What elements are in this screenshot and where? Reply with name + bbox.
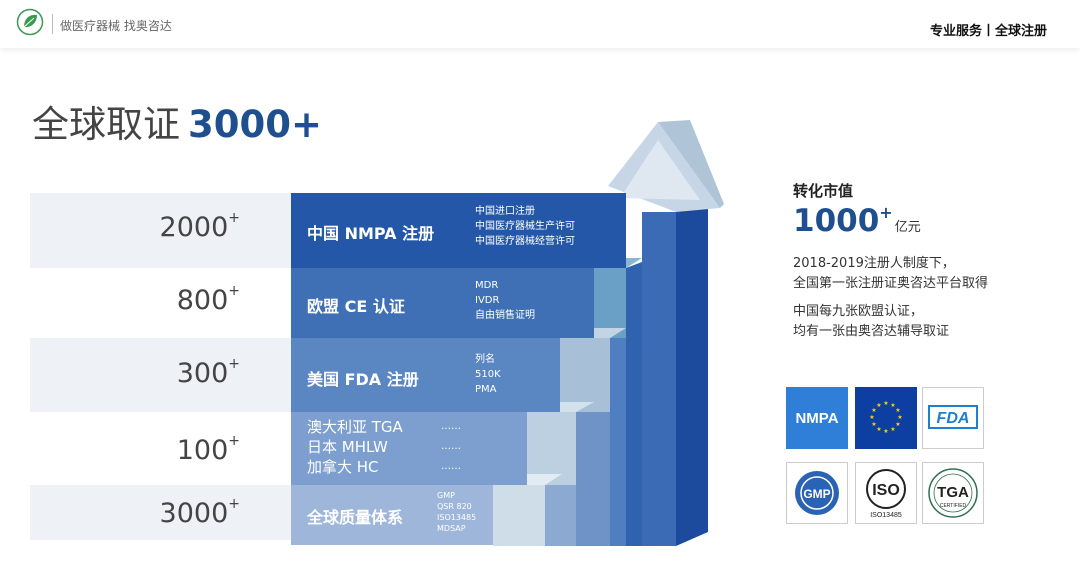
svg-text:TGA: TGA: [937, 484, 969, 501]
fda-logo-icon: FDA: [922, 387, 984, 449]
svg-text:★: ★: [895, 421, 900, 428]
count-quality: 3000+: [159, 496, 240, 529]
svg-text:★: ★: [883, 400, 888, 407]
band-others: 澳大利亚 TGA 日本 MHLW 加拿大 HC ………………: [291, 412, 527, 485]
band-ce: 欧盟 CE 认证 MDR IVDR 自由销售证明: [291, 268, 594, 338]
iso-logo-icon: ISO ISO13485: [855, 462, 917, 524]
band-nmpa: 中国 NMPA 注册 中国进口注册 中国医疗器械生产许可 中国医疗器械经营许可: [291, 193, 626, 268]
svg-text:CERTIFIED: CERTIFIED: [940, 503, 967, 509]
band-details: MDR IVDR 自由销售证明: [475, 280, 535, 321]
page-title: 全球取证 3000+: [32, 94, 322, 148]
svg-text:FDA: FDA: [937, 410, 970, 427]
header-slogan: 专业服务丨全球注册: [929, 24, 1047, 39]
nmpa-logo-icon: NMPA: [786, 387, 848, 449]
svg-text:★: ★: [890, 402, 895, 409]
band-details: ………………: [441, 421, 461, 472]
gmp-seal-icon: GMP: [786, 462, 848, 524]
svg-text:★: ★: [871, 421, 876, 428]
leaf-logo-icon: [16, 8, 44, 36]
tga-seal-icon: TGA CERTIFIED: [922, 462, 984, 524]
svg-text:ISO13485: ISO13485: [870, 512, 902, 519]
title-number: 3000+: [188, 103, 322, 146]
count-nmpa: 2000+: [159, 210, 240, 243]
count-fda: 300+: [176, 356, 240, 389]
band-title-list: 澳大利亚 TGA 日本 MHLW 加拿大 HC: [307, 418, 403, 476]
svg-text:NMPA: NMPA: [795, 410, 838, 427]
header: 做医疗器械 找奥咨达 专业服务丨全球注册: [0, 0, 1080, 48]
svg-text:★: ★: [876, 402, 881, 409]
band-title: 美国 FDA 注册: [307, 370, 419, 389]
band-title: 中国 NMPA 注册: [307, 224, 435, 243]
side-paragraph-1: 2018-2019注册人制度下， 全国第一张注册证奥咨达平台取得: [793, 256, 989, 291]
band-details: 中国进口注册 中国医疗器械生产许可 中国医疗器械经营许可: [475, 206, 575, 247]
eu-stars: ★ ★★★ ★★★★ ★★★★: [869, 400, 902, 435]
svg-text:ISO: ISO: [872, 482, 900, 499]
band-title: 全球质量体系: [307, 508, 404, 527]
side-paragraph-2: 中国每九张欧盟认证， 均有一张由奥咨达辅导取证: [793, 304, 950, 339]
title-prefix: 全球取证: [32, 103, 180, 146]
logo-divider: [52, 14, 53, 34]
header-tagline: 做医疗器械 找奥咨达: [60, 19, 172, 33]
band-title: 欧盟 CE 认证: [307, 297, 405, 316]
svg-text:★: ★: [869, 414, 874, 421]
band-fda: 美国 FDA 注册 列名 510K PMA: [291, 338, 560, 412]
svg-text:★: ★: [871, 407, 876, 414]
market-value-title: 转化市值: [793, 182, 854, 200]
svg-text:★: ★: [883, 428, 888, 435]
count-others: 100+: [176, 433, 240, 466]
svg-text:★: ★: [890, 426, 895, 433]
market-value: 1000+亿元: [793, 203, 921, 239]
band-details: GMP QSR 820 ISO13485 MDSAP: [437, 491, 477, 533]
band-quality: 全球质量体系 GMP QSR 820 ISO13485 MDSAP: [291, 485, 493, 545]
svg-text:★: ★: [876, 426, 881, 433]
band-details: 列名 510K PMA: [475, 354, 501, 395]
svg-text:★: ★: [895, 407, 900, 414]
eu-flag-icon: ★ ★ ★ ★ ★ ★ ★ ★ ★ ★ ★ ★: [855, 387, 917, 449]
svg-text:★: ★: [897, 414, 902, 421]
svg-text:GMP: GMP: [803, 487, 830, 501]
count-ce: 800+: [176, 283, 240, 316]
